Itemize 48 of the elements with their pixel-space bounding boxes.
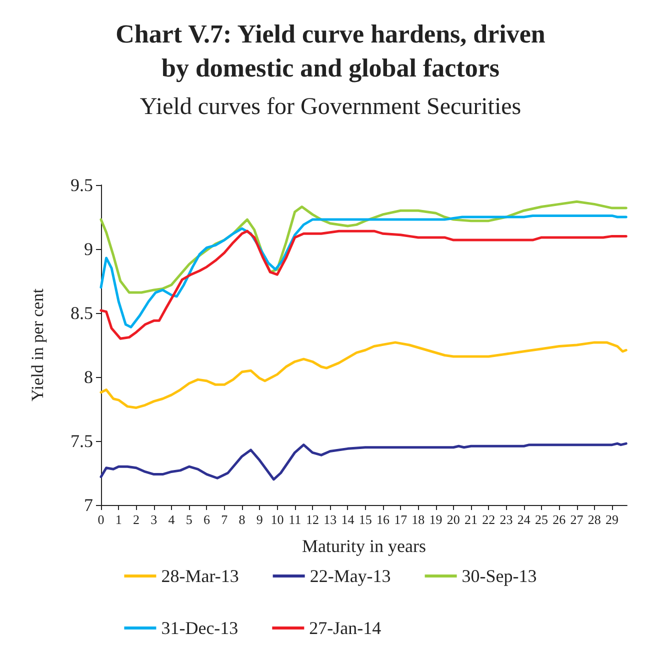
x-tick-label: 15 xyxy=(358,512,372,527)
x-tick-label: 0 xyxy=(98,512,104,527)
x-tick-label: 25 xyxy=(535,512,548,527)
x-tick-label: 6 xyxy=(203,512,210,527)
legend-label: 31-Dec-13 xyxy=(161,618,238,638)
x-tick-label: 10 xyxy=(270,512,284,527)
legend-label: 27-Jan-14 xyxy=(309,618,382,638)
x-tick-label: 5 xyxy=(186,512,192,527)
x-tick-label: 26 xyxy=(552,512,566,527)
line-series xyxy=(100,442,628,481)
x-tick-label: 8 xyxy=(238,512,246,527)
x-tick-label: 7 xyxy=(221,512,228,527)
x-tick-label: 18 xyxy=(412,512,425,527)
legend-label: 30-Sep-13 xyxy=(462,566,537,586)
x-axis-title: Maturity in years xyxy=(302,536,426,556)
x-tick-label: 17 xyxy=(394,512,408,527)
x-tick-label: 1 xyxy=(115,512,122,527)
x-tick-label: 21 xyxy=(464,512,478,527)
x-tick-label: 28 xyxy=(588,512,601,527)
x-tick-label: 22 xyxy=(482,512,496,527)
y-axis-title: Yield in per cent xyxy=(28,288,47,402)
y-tick-label: 9.5 xyxy=(70,175,93,195)
x-tick-label: 13 xyxy=(324,512,337,527)
x-tick-label: 16 xyxy=(376,512,390,527)
x-tick-label: 14 xyxy=(341,512,355,527)
x-tick-label: 20 xyxy=(446,512,460,527)
x-tick-label: 11 xyxy=(288,512,302,527)
x-tick-label: 4 xyxy=(168,512,176,527)
x-tick-label: 24 xyxy=(517,512,531,527)
x-tick-label: 9 xyxy=(256,512,263,527)
x-tick-label: 19 xyxy=(429,512,442,527)
x-tick-label: 2 xyxy=(132,512,140,527)
chart-subtitle: Yield curves for Government Securities xyxy=(140,94,522,120)
chart-title: Chart V.7: Yield curve hardens, driven by domestic and global factors xyxy=(116,20,546,82)
x-tick-label: 12 xyxy=(306,512,319,527)
y-tick-label: 7.5 xyxy=(70,431,93,451)
line-series xyxy=(100,341,628,409)
x-tick-label: 3 xyxy=(150,512,158,527)
x-tick-label: 29 xyxy=(606,512,619,527)
line-series xyxy=(100,230,628,340)
line-series xyxy=(100,214,628,328)
x-tick-label: 27 xyxy=(570,512,584,527)
x-tick-label: 23 xyxy=(500,512,513,527)
legend-label: 28-Mar-13 xyxy=(161,566,239,586)
y-tick-label: 8 xyxy=(84,367,93,387)
y-tick-label: 8.5 xyxy=(70,303,93,323)
legend-label: 22-May-13 xyxy=(310,566,391,586)
y-tick-label: 9 xyxy=(84,239,93,259)
